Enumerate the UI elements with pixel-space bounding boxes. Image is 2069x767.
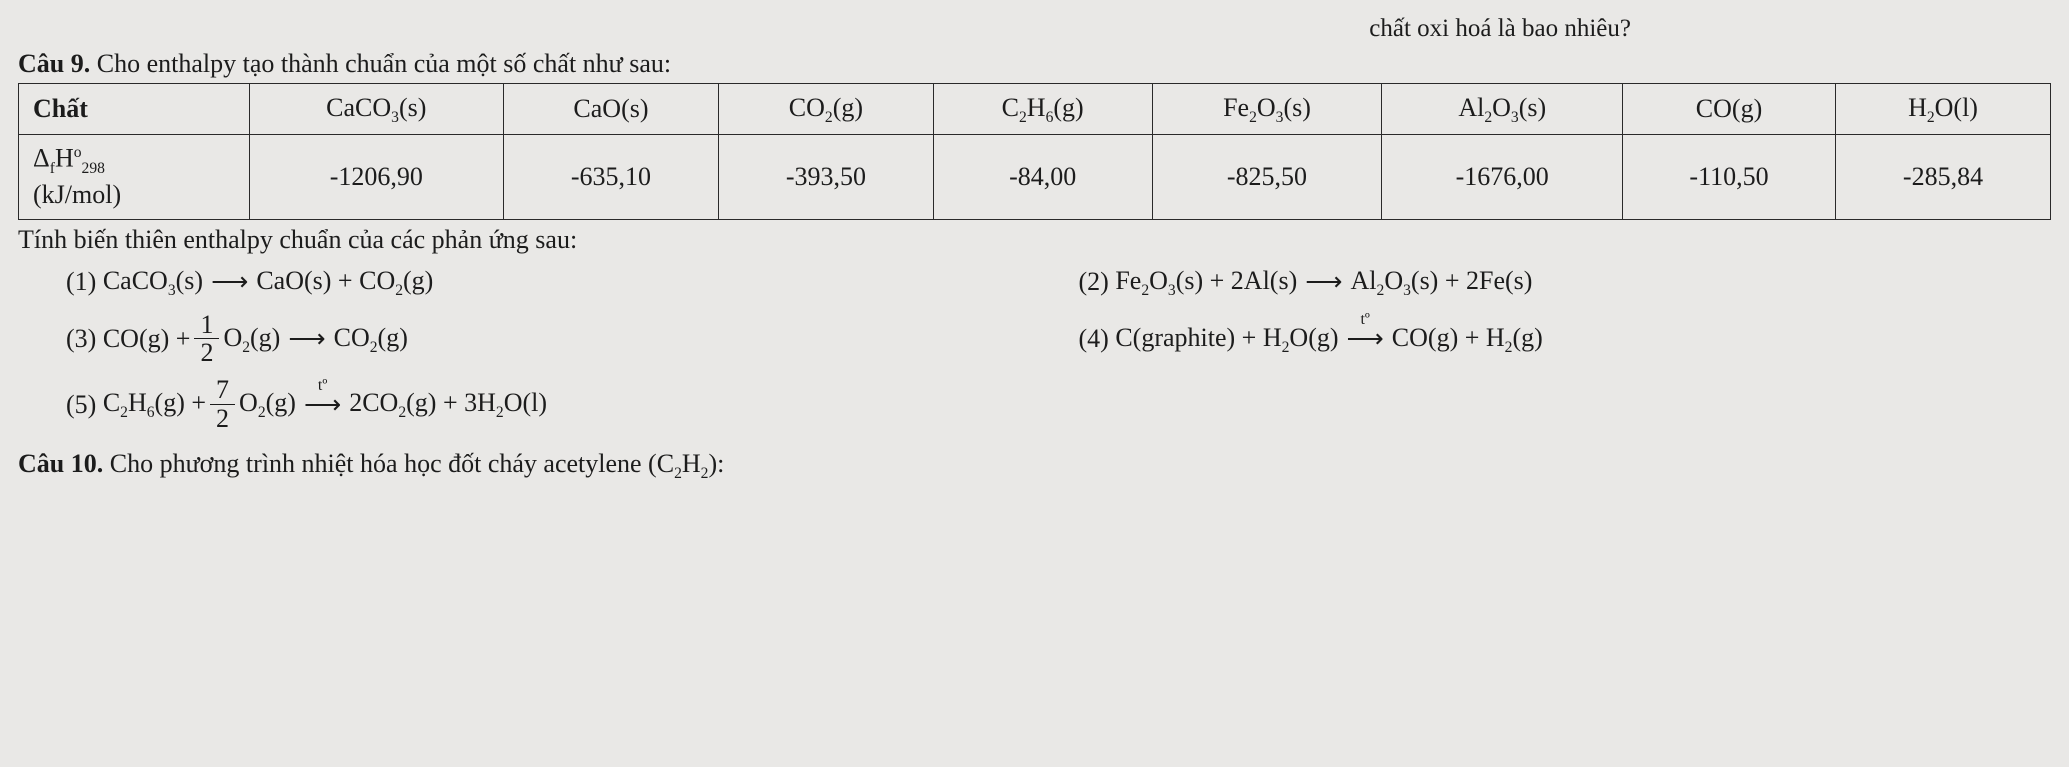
r2-rhs: Al2O3(s) + 2Fe(s) [1351, 263, 1533, 301]
frac-num: 1 [194, 311, 219, 339]
cau9-text: Cho enthalpy tạo thành chuẩn của một số … [97, 49, 671, 78]
cell-val-2: -393,50 [718, 135, 933, 219]
r5-lhs-post: O2(g) [239, 385, 296, 423]
frac-den: 2 [210, 405, 235, 432]
r1-num: (1) [66, 264, 96, 299]
r3-rhs: CO2(g) [334, 320, 408, 358]
cell-val-5: -1676,00 [1382, 135, 1623, 219]
fraction: 7 2 [210, 376, 235, 432]
cau9-label: Câu 9. [18, 49, 90, 78]
r5-rhs: 2CO2(g) + 3H2O(l) [349, 385, 547, 423]
r3-num: (3) [66, 321, 96, 356]
reaction-4: (4) C(graphite) + H2O(g) tº ⟶ CO(g) + H2… [1079, 320, 2052, 358]
reaction-2: (2) Fe2O3(s) + 2Al(s) ⟶ Al2O3(s) + 2Fe(s… [1079, 263, 2052, 301]
dfh-unit: (kJ/mol) [33, 180, 121, 209]
table-row-header: Chất CaCO3(s) CaO(s) CO2(g) C2H6(g) Fe2O… [19, 83, 2051, 134]
arrow-t-icon: tº ⟶ [1347, 321, 1384, 356]
cau10-line: Câu 10. Cho phương trình nhiệt hóa học đ… [18, 446, 2051, 484]
t-label: tº [1360, 309, 1369, 331]
frac-den: 2 [194, 339, 219, 366]
r3-lhs-pre: CO(g) + [103, 321, 191, 356]
cell-col-0: CaCO3(s) [249, 83, 503, 134]
reaction-1: (1) CaCO3(s) ⟶ CaO(s) + CO2(g) [66, 263, 1039, 301]
dfh-symbol: ΔfHo298 [33, 144, 105, 177]
enthalpy-table: Chất CaCO3(s) CaO(s) CO2(g) C2H6(g) Fe2O… [18, 83, 2051, 220]
cell-val-0: -1206,90 [249, 135, 503, 219]
r5-lhs-pre: C2H6(g) + [103, 385, 206, 423]
r1-lhs: CaCO3(s) [103, 263, 203, 301]
cell-dfh: ΔfHo298 (kJ/mol) [19, 135, 250, 219]
reactions-grid: (1) CaCO3(s) ⟶ CaO(s) + CO2(g) (2) Fe2O3… [66, 263, 2051, 432]
reaction-5: (5) C2H6(g) + 7 2 O2(g) tº ⟶ 2CO2(g) + 3… [66, 376, 2051, 432]
r1-rhs: CaO(s) + CO2(g) [256, 263, 433, 301]
r2-num: (2) [1079, 264, 1109, 299]
cau9-line: Câu 9. Cho enthalpy tạo thành chuẩn của … [18, 46, 2051, 81]
frac-num: 7 [210, 376, 235, 404]
table-row-values: ΔfHo298 (kJ/mol) -1206,90 -635,10 -393,5… [19, 135, 2051, 219]
arrow-t-icon: tº ⟶ [304, 387, 341, 422]
cell-val-4: -825,50 [1152, 135, 1382, 219]
cell-col-6: CO(g) [1623, 83, 1836, 134]
t-label: tº [318, 375, 327, 397]
reaction-3: (3) CO(g) + 1 2 O2(g) ⟶ CO2(g) [66, 311, 1039, 367]
cell-col-3: C2H6(g) [933, 83, 1152, 134]
cell-col-5: Al2O3(s) [1382, 83, 1623, 134]
cell-col-1: CaO(s) [504, 83, 719, 134]
r3-lhs-post: O2(g) [223, 320, 280, 358]
arrow-icon: ⟶ [288, 321, 325, 356]
top-fragment: chất oxi hoá là bao nhiêu? [18, 12, 2051, 46]
fraction: 1 2 [194, 311, 219, 367]
cau10-text: Cho phương trình nhiệt hóa học đốt cháy … [110, 449, 725, 478]
cell-chat: Chất [19, 83, 250, 134]
cell-col-7: H2O(l) [1836, 83, 2051, 134]
cell-val-6: -110,50 [1623, 135, 1836, 219]
r2-lhs: Fe2O3(s) + 2Al(s) [1115, 263, 1297, 301]
r5-num: (5) [66, 387, 96, 422]
arrow-icon: ⟶ [1305, 264, 1342, 299]
cell-col-2: CO2(g) [718, 83, 933, 134]
mid-text: Tính biến thiên enthalpy chuẩn của các p… [18, 222, 2051, 257]
r4-num: (4) [1079, 321, 1109, 356]
cell-val-3: -84,00 [933, 135, 1152, 219]
cell-val-7: -285,84 [1836, 135, 2051, 219]
arrow-icon: ⟶ [211, 264, 248, 299]
cau10-label: Câu 10. [18, 449, 103, 478]
top-fragment-text: chất oxi hoá là bao nhiêu? [1369, 15, 1631, 42]
r4-lhs: C(graphite) + H2O(g) [1115, 320, 1338, 358]
cell-col-4: Fe2O3(s) [1152, 83, 1382, 134]
cell-val-1: -635,10 [504, 135, 719, 219]
r4-rhs: CO(g) + H2(g) [1392, 320, 1543, 358]
